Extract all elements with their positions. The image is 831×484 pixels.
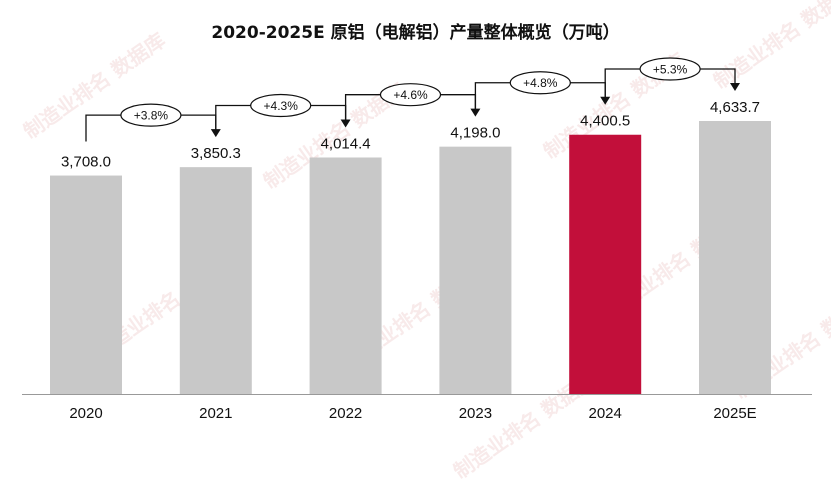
bar-2023	[439, 146, 512, 394]
value-label-2024: 4,400.5	[580, 113, 630, 130]
bar-2024	[569, 134, 642, 394]
growth-badge-2	[250, 93, 312, 118]
growth-badge-4	[509, 71, 571, 95]
chart-title: 2020-2025E 原铝（电解铝）产量整体概览（万吨）	[211, 23, 620, 43]
category-label-2021: 2021	[199, 405, 232, 422]
category-label-2022: 2022	[329, 405, 362, 422]
growth-badge-1	[120, 103, 182, 127]
value-label-2020: 3,708.0	[61, 154, 111, 171]
growth-arrow-head-5	[730, 83, 740, 91]
bar-2025E	[699, 121, 771, 394]
bar-chart: 3,708.0 2020 3,850.3 2021 4,014.4 2022 4,198.0…	[22, 57, 812, 422]
category-label-2024: 2024	[589, 405, 622, 422]
category-label-2023: 2023	[459, 405, 492, 422]
growth-badge-5	[639, 57, 701, 81]
value-label-2025E: 4,633.7	[710, 99, 760, 116]
growth-badge-3	[379, 83, 442, 107]
bar-2020	[50, 175, 122, 394]
growth-label-3: +4.6%	[393, 88, 428, 102]
category-label-2020: 2020	[69, 405, 102, 422]
bar-2022	[309, 157, 382, 394]
bar-2021	[179, 167, 252, 394]
category-label-2025E: 2025E	[713, 405, 756, 422]
growth-label-5: +5.3%	[653, 63, 688, 77]
growth-label-4: +4.8%	[523, 76, 558, 90]
value-label-2021: 3,850.3	[191, 145, 241, 162]
value-label-2023: 4,198.0	[450, 125, 500, 142]
growth-label-2: +4.3%	[264, 99, 299, 113]
value-label-2022: 4,014.4	[321, 135, 371, 152]
growth-label-1: +3.8%	[134, 109, 169, 123]
